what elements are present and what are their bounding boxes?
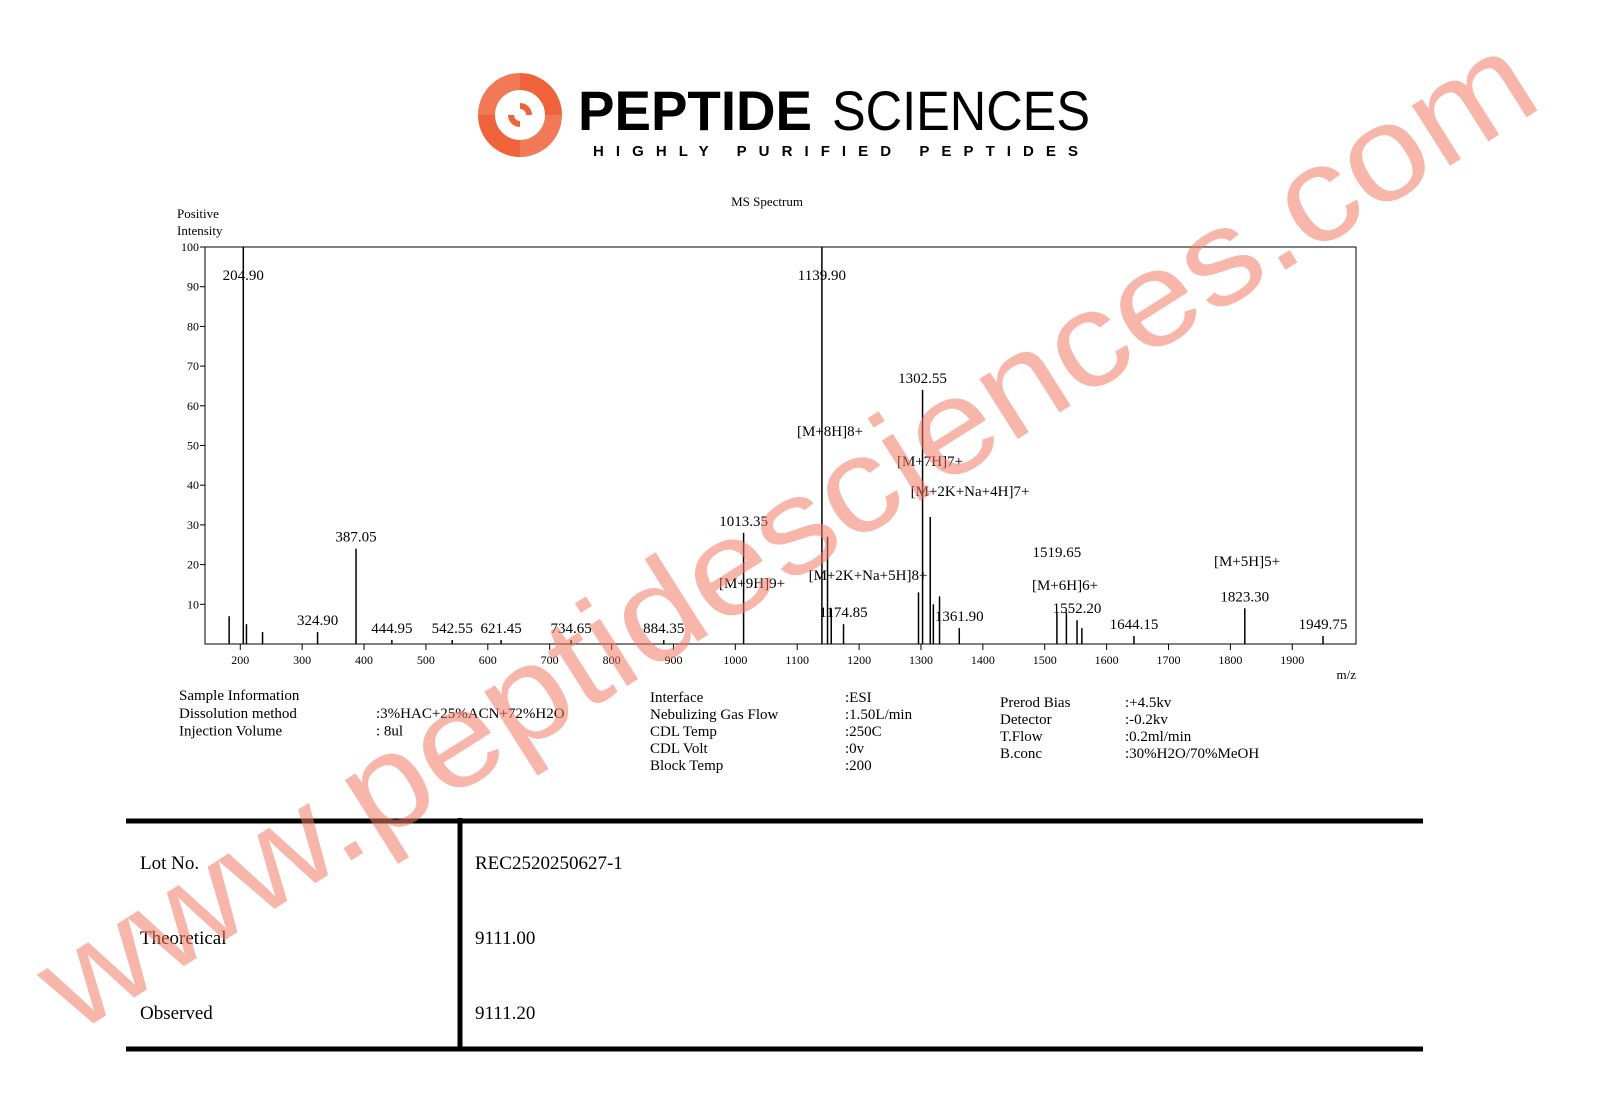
info-label: Interface (650, 690, 704, 706)
info-label: Prerod Bias (1000, 695, 1071, 711)
x-tick-label: 700 (541, 653, 559, 667)
y-tick-label: 90 (187, 280, 199, 294)
peak-label: 884.35 (643, 621, 684, 637)
y-tick-label: 60 (187, 399, 199, 413)
x-tick-label: 500 (417, 653, 435, 667)
y-tick-label: 10 (187, 597, 199, 611)
y-tick-label: 100 (181, 240, 199, 254)
table-cell: Observed (140, 1003, 213, 1024)
y-axis-label: Positive (177, 206, 219, 221)
info-heading: Sample Information (179, 688, 300, 704)
peak-label: 1013.35 (719, 514, 768, 530)
peak-label: 1552.20 (1053, 601, 1102, 617)
peak-label: 444.95 (371, 621, 412, 637)
peak-label: 1519.65 (1033, 545, 1082, 561)
info-label: Block Temp (650, 758, 723, 774)
y-axis-label: Intensity (177, 223, 223, 238)
x-tick-label: 600 (479, 653, 497, 667)
x-tick-label: 1000 (723, 653, 747, 667)
x-tick-label: 800 (603, 653, 621, 667)
x-tick-label: 200 (231, 653, 249, 667)
sample-info: Sample Information Dissolution method :3%H… (179, 688, 1259, 774)
peak-label: 1139.90 (798, 268, 846, 284)
info-value: : 8ul (376, 724, 403, 740)
logo-name-bold: PEPTIDE (578, 79, 812, 142)
x-tick-label: 1600 (1095, 653, 1119, 667)
logo-tagline: HIGHLY PURIFIED PEPTIDES (593, 143, 1078, 160)
peak-label: 734.65 (550, 621, 591, 637)
logo-name-light: SCIENCES (832, 79, 1090, 142)
y-tick-label: 70 (187, 359, 199, 373)
info-label: B.conc (1000, 746, 1042, 762)
y-tick-label: 40 (187, 478, 199, 492)
table-cell: Lot No. (140, 853, 199, 874)
x-tick-label: 1100 (785, 653, 809, 667)
spectrum: MS Spectrum Positive Intensity m/z 10 20 30 40 5… (177, 194, 1357, 682)
info-label: Dissolution method (179, 706, 297, 722)
info-value: :250C (845, 724, 882, 740)
info-value: :ESI (845, 690, 872, 706)
peak-label: 542.55 (432, 621, 473, 637)
info-value: :30%H2O/70%MeOH (1125, 746, 1259, 762)
x-tick-label: 1900 (1280, 653, 1304, 667)
peak-label: 1949.75 (1299, 617, 1348, 633)
watermark: www.peptidesciences.com (9, 2, 1561, 1060)
info-value: :-0.2kv (1125, 712, 1168, 728)
info-value: :+4.5kv (1125, 695, 1172, 711)
x-tick-label: 900 (664, 653, 682, 667)
info-label: CDL Temp (650, 724, 717, 740)
x-tick-label: 1800 (1218, 653, 1242, 667)
info-label: Detector (1000, 712, 1052, 728)
peak-label: 204.90 (223, 268, 264, 284)
table-cell: Theoretical (140, 928, 227, 949)
x-axis-label: m/z (1337, 667, 1357, 682)
table-cell: REC2520250627-1 (475, 853, 623, 874)
x-tick-label: 1300 (909, 653, 933, 667)
x-tick-label: 400 (355, 653, 373, 667)
table-cell: 9111.00 (475, 928, 535, 949)
y-tick-label: 80 (187, 319, 199, 333)
ion-annotation: [M+2K+Na+5H]8+ (809, 568, 928, 584)
peak-label: 1361.90 (935, 609, 984, 625)
peak-label: 1644.15 (1110, 617, 1159, 633)
y-tick-label: 30 (187, 518, 199, 532)
x-tick-label: 1200 (847, 653, 871, 667)
x-tick-label: 1500 (1033, 653, 1057, 667)
info-value: :0v (845, 741, 865, 757)
peak-label: 324.90 (297, 613, 338, 629)
y-tick-label: 20 (187, 558, 199, 572)
info-label: CDL Volt (650, 741, 708, 757)
info-label: Nebulizing Gas Flow (650, 707, 778, 723)
ion-annotation: [M+8H]8+ (797, 424, 863, 440)
info-value: :200 (845, 758, 872, 774)
ion-annotation: [M+5H]5+ (1214, 554, 1280, 570)
info-value: :1.50L/min (845, 707, 913, 723)
x-tick-label: 300 (293, 653, 311, 667)
logo-icon (478, 73, 562, 157)
info-value: :3%HAC+25%ACN+72%H2O (376, 706, 565, 722)
chart-title: MS Spectrum (731, 194, 803, 209)
info-value: :0.2ml/min (1125, 729, 1192, 745)
ion-annotation: [M+6H]6+ (1032, 578, 1098, 594)
x-tick-label: 1400 (971, 653, 995, 667)
peak-label: 1302.55 (898, 371, 947, 387)
peak-label: 387.05 (335, 530, 376, 546)
info-label: Injection Volume (179, 724, 283, 740)
ion-annotation: [M+9H]9+ (719, 576, 785, 592)
peak-label: 1823.30 (1220, 589, 1269, 605)
ion-annotation: [M+2K+Na+4H]7+ (911, 484, 1030, 500)
table-cell: 9111.20 (475, 1003, 535, 1024)
peak-label: 621.45 (480, 621, 521, 637)
y-tick-label: 50 (187, 439, 199, 453)
peak-label: 1174.85 (819, 605, 867, 621)
info-label: T.Flow (1000, 729, 1043, 745)
ion-annotation: [M+7H]7+ (897, 454, 963, 470)
result-table: Lot No. REC2520250627-1 Theoretical 9111.00… (126, 818, 1423, 1052)
x-tick-label: 1700 (1156, 653, 1180, 667)
